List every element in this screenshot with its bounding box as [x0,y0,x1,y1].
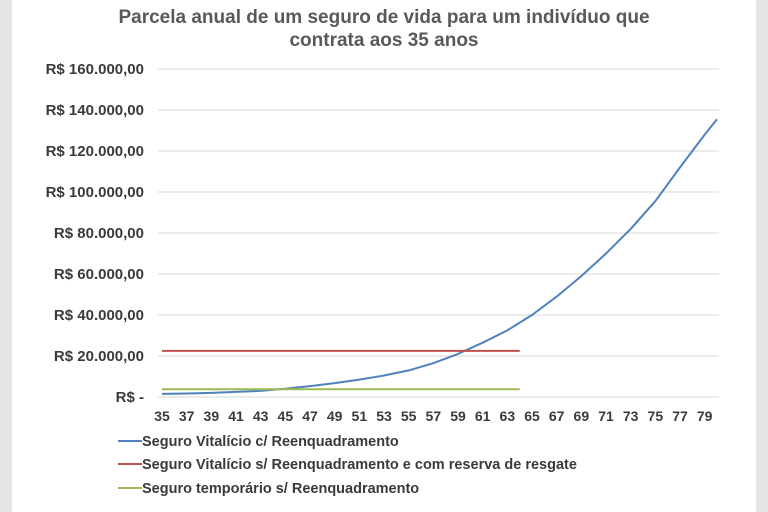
x-tick-label: 35 [154,408,170,424]
y-tick-label: R$ 120.000,00 [46,143,144,160]
y-tick-label: R$ 80.000,00 [54,225,144,242]
x-tick-label: 75 [648,408,664,424]
x-tick-label: 67 [549,408,565,424]
x-tick-label: 71 [598,408,614,424]
y-axis-ticks: R$ - R$ 20.000,00 R$ 40.000,00 R$ 60.000,00… [46,61,144,406]
x-tick-label: 61 [475,408,491,424]
x-tick-label: 43 [253,408,269,424]
y-tick-label: R$ 160.000,00 [46,61,144,78]
chart-title-line-2: contrata aos 35 anos [289,30,479,51]
x-tick-label: 55 [401,408,417,424]
series-line-1 [161,118,718,395]
y-tick-label: R$ 140.000,00 [46,102,144,119]
x-tick-label: 37 [179,408,195,424]
x-tick-label: 49 [327,408,343,424]
x-tick-label: 59 [450,408,466,424]
y-tick-label: R$ 40.000,00 [54,307,144,324]
x-tick-label: 51 [352,408,368,424]
y-tick-label: R$ - [116,389,144,406]
chart-panel: Parcela anual de um seguro de vida para … [12,0,756,512]
x-axis-ticks: 35 37 39 41 43 45 47 49 51 53 55 57 59 61 63 65 67 69 71 73… [154,408,712,424]
legend: Seguro Vitalício c/ Reenquadramento Segur… [118,434,577,497]
series-lines [161,118,718,395]
x-tick-label: 63 [500,408,516,424]
x-tick-label: 41 [228,408,244,424]
x-tick-label: 53 [376,408,392,424]
x-tick-label: 47 [302,408,318,424]
legend-label-2: Seguro Vitalício s/ Reenquadramento e co… [142,457,577,473]
legend-label-1: Seguro Vitalício c/ Reenquadramento [142,434,399,450]
x-tick-label: 57 [426,408,442,424]
y-tick-label: R$ 20.000,00 [54,348,144,365]
x-tick-label: 79 [697,408,713,424]
x-tick-label: 77 [672,408,688,424]
x-tick-label: 45 [278,408,294,424]
y-tick-label: R$ 60.000,00 [54,266,144,283]
line-chart: R$ - R$ 20.000,00 R$ 40.000,00 R$ 60.000,00… [46,61,719,497]
x-tick-label: 39 [204,408,220,424]
legend-label-3: Seguro temporário s/ Reenquadramento [142,481,419,497]
x-tick-label: 65 [524,408,540,424]
gridlines [158,68,719,398]
chart-title-line-1: Parcela anual de um seguro de vida para … [118,7,650,28]
x-tick-label: 69 [574,408,590,424]
x-tick-label: 73 [623,408,639,424]
y-tick-label: R$ 100.000,00 [46,184,144,201]
chart-title: Parcela anual de um seguro de vida para … [12,6,756,52]
